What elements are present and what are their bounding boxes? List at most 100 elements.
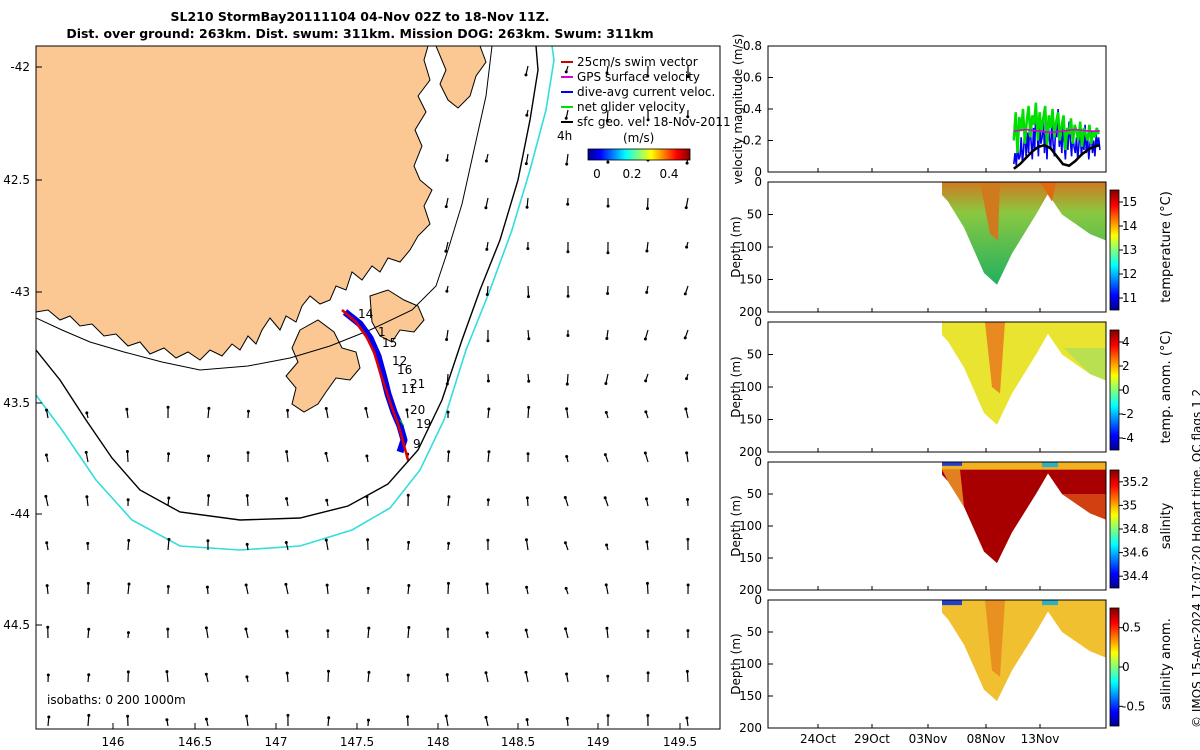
colorbar-label: salinity <box>1159 502 1174 549</box>
lon-tick-label: 147.5 <box>340 735 374 749</box>
time-tick-label: 13Nov <box>1021 732 1060 746</box>
current-vector-head <box>245 675 249 679</box>
colorbar-tick-label: 35.2 <box>1122 475 1149 489</box>
colorbar-label: temperature (°C) <box>1159 191 1174 303</box>
temp-anomaly-warm-patch <box>985 322 1005 394</box>
current-vector-head <box>566 202 570 206</box>
current-vector-head <box>365 454 369 458</box>
current-vector-head <box>366 538 370 542</box>
current-vector-head <box>87 627 91 631</box>
speed-colorbar-tick: 0.2 <box>622 167 641 181</box>
current-vector <box>45 496 49 507</box>
current-vector-head <box>686 115 690 119</box>
depth-tick-label: 50 <box>747 208 762 222</box>
depth-panel-4: 0 50 100 150 200 Depth (m) -0.5 0 0.5 salinity an… <box>729 593 1174 735</box>
current-vector-head <box>526 452 530 456</box>
current-vector-head <box>407 540 411 544</box>
current-vector <box>605 373 609 384</box>
map-lon-ticks: 146 146.5 147 147.5 148 148.5 149 149.5 <box>102 723 697 749</box>
current-vector-head <box>324 451 328 455</box>
current-vector <box>646 241 649 252</box>
current-vector-head <box>244 583 248 587</box>
current-vector-head <box>207 406 211 410</box>
current-vector <box>566 153 569 165</box>
current-vector <box>446 373 449 384</box>
colorbar-tick-label: 34.6 <box>1122 546 1149 560</box>
current-vector-head <box>565 162 569 166</box>
speed-colorbar-ticks: 0 0.2 0.4 <box>593 167 678 181</box>
map-frame <box>35 45 721 730</box>
depth-tick-label: 200 <box>739 305 762 319</box>
tasman-peninsula <box>369 289 425 343</box>
current-vector <box>285 584 289 595</box>
current-vector-head <box>45 408 49 412</box>
current-vector-head <box>46 673 50 677</box>
current-vector <box>447 451 450 463</box>
colorbar-tick-label: 15 <box>1122 195 1137 209</box>
colorbar-tick-label: -4 <box>1122 431 1134 445</box>
current-vector-head <box>685 716 689 720</box>
current-vector-head <box>45 541 49 545</box>
colorbar-tick-label: 11 <box>1122 291 1137 305</box>
current-vector-head <box>683 336 687 340</box>
schouten-coast <box>435 46 487 109</box>
current-vector <box>487 451 490 463</box>
current-vector-head <box>445 158 449 162</box>
current-vector <box>325 408 329 419</box>
colorbar-tick-label: -0.5 <box>1122 699 1145 713</box>
salinity-surface-layer <box>942 462 1106 470</box>
salinity-anomaly-fresh-patch <box>1042 600 1058 606</box>
current-vector-head <box>527 337 531 341</box>
current-vector-head <box>126 670 130 674</box>
current-vector <box>486 583 489 595</box>
current-vector <box>487 408 490 419</box>
current-vector-head <box>207 494 211 498</box>
temperature-warm-patch <box>1040 182 1056 202</box>
track-day-label: 21 <box>410 377 425 391</box>
current-vector-head <box>565 672 569 676</box>
current-vector <box>526 197 529 208</box>
track-day-label: 16 <box>397 363 412 377</box>
depth-panel-1: 0 50 100 150 200 Depth (m) 11 12 13 14 15 temperatu… <box>729 175 1174 319</box>
current-vector-head <box>245 542 249 546</box>
isobath-200m <box>36 46 539 521</box>
current-vector <box>87 715 90 727</box>
salinity-anomaly-section <box>942 600 1106 702</box>
current-vector <box>85 452 89 463</box>
current-vector-head <box>324 538 328 542</box>
glider-track-swim <box>341 309 410 461</box>
current-vector-head <box>445 338 449 342</box>
tasmania-land <box>36 46 433 361</box>
current-vector <box>126 451 129 463</box>
depth-axis-label: Depth (m) <box>729 633 743 694</box>
depth-tick-label: 200 <box>739 583 762 597</box>
current-vector-head <box>524 73 528 77</box>
current-vector-head <box>405 408 409 412</box>
depth-tick-label: 100 <box>739 380 762 394</box>
salinity-fresh-patch <box>1042 462 1058 468</box>
current-vector-head <box>484 159 488 163</box>
lat-tick-label: 42.5 <box>3 173 30 187</box>
track-day-label: 15 <box>382 336 397 350</box>
current-vector-head <box>446 581 450 585</box>
velocity-tick-label: 0.4 <box>743 102 762 116</box>
bruny-island <box>285 319 361 413</box>
current-vector <box>686 671 689 683</box>
current-vector-head <box>525 113 529 117</box>
current-vector-head <box>527 379 531 383</box>
current-vector-head <box>605 336 609 340</box>
colorbar-tick-label: 34.8 <box>1122 522 1149 536</box>
current-vector-head <box>566 294 570 298</box>
current-vector-head <box>205 585 209 589</box>
depth-tick-label: 50 <box>747 487 762 501</box>
current-vector-head <box>645 249 649 253</box>
track-day-label: 1 <box>378 325 386 339</box>
current-vector <box>325 540 329 551</box>
lon-tick-label: 148 <box>427 735 450 749</box>
time-tick-label: 24Oct <box>800 732 836 746</box>
current-vector-head <box>406 673 410 677</box>
colorbar-tick-label: 12 <box>1122 267 1137 281</box>
velocity-series-line <box>1013 128 1100 134</box>
current-vector <box>166 671 169 683</box>
current-vector-head <box>646 713 650 717</box>
